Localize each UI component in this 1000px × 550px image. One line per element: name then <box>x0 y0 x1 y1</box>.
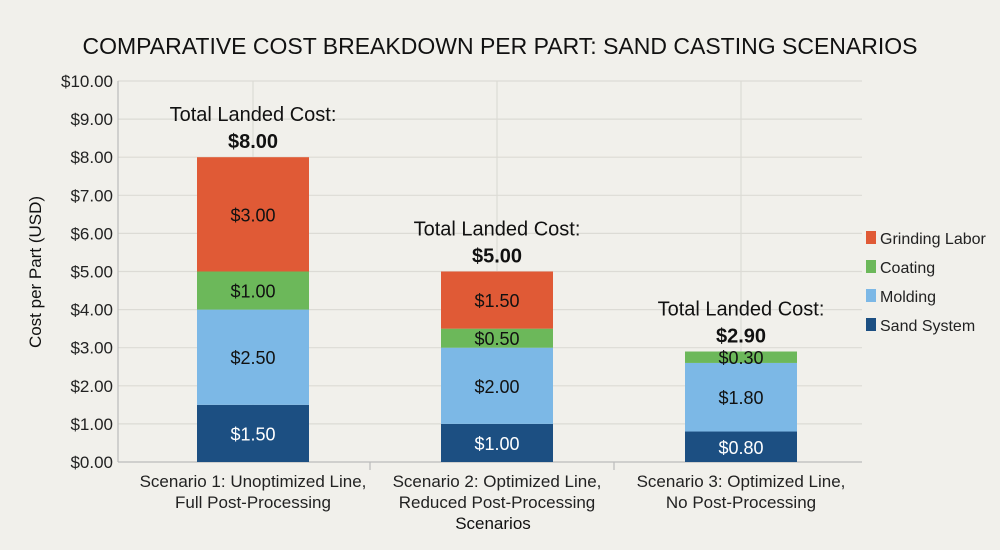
data-label: $0.30 <box>718 348 763 368</box>
legend-swatch <box>866 289 876 302</box>
y-tick-label: $5.00 <box>70 263 113 282</box>
legend-label: Grinding Labor <box>880 231 987 248</box>
y-tick-label: $6.00 <box>70 224 113 243</box>
y-tick-label: $10.00 <box>61 72 113 91</box>
x-axis-title: Scenarios <box>455 514 531 533</box>
legend-swatch <box>866 318 876 331</box>
data-label: $1.50 <box>474 291 519 311</box>
total-label-heading: Total Landed Cost: <box>658 299 825 321</box>
data-label: $0.80 <box>718 438 763 458</box>
legend-item: Grinding Labor <box>866 231 987 248</box>
y-tick-label: $9.00 <box>70 110 113 129</box>
bar-segment-molding <box>685 362 797 432</box>
data-label: $2.50 <box>230 348 275 368</box>
y-tick-label: $7.00 <box>70 186 113 205</box>
bar-segment-grinding-labor <box>197 157 309 272</box>
y-tick-label: $4.00 <box>70 301 113 320</box>
legend-swatch <box>866 231 876 244</box>
legend-label: Coating <box>880 260 935 277</box>
legend-item: Sand System <box>866 318 975 335</box>
x-tick-label: Full Post-Processing <box>175 493 331 512</box>
x-tick-label: Scenario 1: Unoptimized Line, <box>140 472 367 491</box>
bar-segment-grinding-labor <box>441 271 553 329</box>
x-tick-label: Reduced Post-Processing <box>399 493 596 512</box>
total-label-value: $8.00 <box>228 131 278 153</box>
legend-item: Molding <box>866 289 936 306</box>
data-label: $1.80 <box>718 388 763 408</box>
bar-segment-sand-system <box>685 431 797 462</box>
total-label-heading: Total Landed Cost: <box>414 219 581 241</box>
legend-swatch <box>866 260 876 273</box>
y-tick-label: $1.00 <box>70 415 113 434</box>
y-tick-label: $2.00 <box>70 377 113 396</box>
data-label: $2.00 <box>474 377 519 397</box>
x-tick-label: Scenario 2: Optimized Line, <box>393 472 602 491</box>
bar-segment-coating <box>685 351 797 363</box>
chart-title: COMPARATIVE COST BREAKDOWN PER PART: SAN… <box>83 33 918 59</box>
y-tick-label: $8.00 <box>70 148 113 167</box>
bar-segment-coating <box>441 328 553 348</box>
data-label: $1.00 <box>230 282 275 302</box>
total-label-value: $5.00 <box>472 246 522 268</box>
legend-item: Coating <box>866 260 935 277</box>
data-label: $0.50 <box>474 329 519 349</box>
x-tick-label: No Post-Processing <box>666 493 816 512</box>
data-label: $3.00 <box>230 205 275 225</box>
x-tick-label: Scenario 3: Optimized Line, <box>637 472 846 491</box>
y-axis-title: Cost per Part (USD) <box>26 196 45 348</box>
total-label-heading: Total Landed Cost: <box>170 104 337 126</box>
legend-label: Molding <box>880 289 936 306</box>
data-label: $1.50 <box>230 424 275 444</box>
y-tick-label: $3.00 <box>70 339 113 358</box>
bar-segment-molding <box>197 309 309 405</box>
y-tick-label: $0.00 <box>70 453 113 472</box>
bar-segment-sand-system <box>441 423 553 462</box>
legend-label: Sand System <box>880 318 975 335</box>
bar-segment-sand-system <box>197 404 309 462</box>
data-label: $1.00 <box>474 434 519 454</box>
total-label-value: $2.90 <box>716 326 766 348</box>
bar-segment-coating <box>197 271 309 310</box>
bar-segment-molding <box>441 347 553 424</box>
